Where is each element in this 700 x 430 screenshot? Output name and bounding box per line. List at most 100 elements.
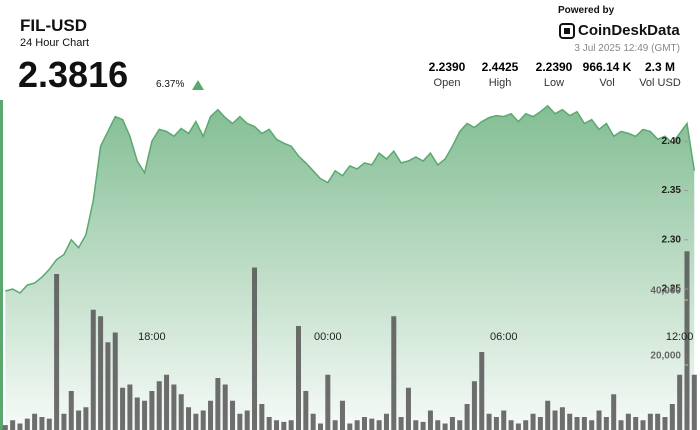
volume-bar: [339, 400, 345, 430]
volume-bar: [486, 413, 492, 430]
stat: 2.2390 Open: [417, 60, 477, 89]
stat-label: High: [488, 77, 512, 89]
volume-bar: [508, 420, 514, 430]
volume-bar: [171, 384, 177, 430]
volume-bar: [435, 420, 441, 430]
volume-bar: [149, 391, 155, 430]
volume-bar: [427, 410, 433, 430]
volume-bar: [105, 342, 111, 430]
volume-bar: [361, 417, 367, 430]
volume-bar: [559, 407, 565, 430]
volume-bar: [98, 316, 104, 430]
volume-bar: [655, 413, 661, 430]
volume-bar: [17, 423, 23, 430]
volume-bar: [222, 384, 228, 430]
price: 2.3816: [18, 54, 129, 95]
volume-bar: [288, 420, 294, 430]
volume-bar: [266, 417, 272, 430]
stat-label: Low: [543, 77, 565, 89]
powered-by: Powered by: [558, 5, 615, 16]
volume-bar: [398, 417, 404, 430]
volume-bar: [208, 400, 214, 430]
volume-bar: [603, 417, 609, 430]
stat-value: 2.2390: [428, 60, 466, 74]
stat: 2.2390 Low: [524, 60, 584, 89]
volume-bar: [259, 404, 265, 430]
volume-bar: [178, 394, 184, 430]
volume-bar: [545, 400, 551, 430]
volume-bar: [376, 420, 382, 430]
volume-bar: [354, 420, 360, 430]
stat-value: 2.3 M: [644, 60, 675, 74]
volume-bar: [90, 309, 96, 430]
brand-logo: [559, 23, 575, 39]
volume-bar: [193, 413, 199, 430]
y-tick-label: 20,000: [650, 351, 681, 362]
volume-bar: [83, 407, 89, 430]
volume-bar: [501, 410, 507, 430]
price-line: [5, 104, 696, 294]
stat-label: Vol: [599, 77, 615, 89]
subtitle: 24 Hour Chart: [20, 37, 90, 49]
volume-bar: [310, 413, 316, 430]
volume-bar: [230, 400, 236, 430]
volume-bar: [457, 420, 463, 430]
volume-bar: [54, 274, 60, 430]
volume-bar: [449, 417, 455, 430]
volume-bar: [303, 391, 309, 430]
volume-bar: [611, 394, 617, 430]
brand: CoinDeskData: [578, 22, 680, 39]
y-tick-label: 2.25: [662, 284, 682, 295]
volume-bar: [567, 413, 573, 430]
x-tick-label: 00:00: [314, 331, 342, 343]
y-tick-label: 2.30: [662, 234, 682, 245]
volume-bar: [296, 326, 301, 430]
volume-bar: [244, 410, 250, 430]
volume-bar: [369, 418, 375, 430]
volume-bar: [347, 423, 353, 430]
volume-bar: [471, 381, 477, 430]
volume-bar: [596, 410, 602, 430]
volume-bar: [515, 423, 521, 430]
volume-bar: [127, 384, 133, 430]
timestamp: 3 Jul 2025 12:49 (GMT): [574, 43, 680, 54]
volume-bar: [10, 420, 16, 430]
volume-bar: [420, 421, 426, 430]
volume-bar: [274, 420, 280, 430]
volume-bar: [625, 413, 631, 430]
volume-bar: [76, 410, 82, 430]
volume-bar: [442, 423, 448, 430]
volume-bar: [142, 400, 148, 430]
volume-bar: [120, 387, 126, 430]
stat: 2.3 M Vol USD: [630, 60, 690, 89]
stat: 2.4425 High: [470, 60, 530, 89]
volume-bar: [405, 387, 411, 430]
volume-bar: [186, 407, 192, 430]
volume-bar: [669, 404, 675, 430]
volume-bar: [479, 352, 485, 430]
volume-bar: [589, 420, 595, 430]
volume-bar: [32, 413, 38, 430]
volume-bar: [413, 420, 419, 430]
volume-bar: [647, 413, 653, 430]
stat-label: Open: [433, 77, 461, 89]
symbol: FIL-USD: [20, 16, 88, 35]
volume-bar: [464, 404, 470, 430]
x-tick-label: 12:00: [666, 331, 694, 343]
volume-bar: [2, 425, 8, 430]
y-tick-label: 40,000: [650, 286, 681, 297]
volume-bar: [68, 391, 74, 430]
volume-bar: [332, 420, 338, 430]
volume-bar: [618, 420, 624, 430]
side-stripe: [0, 100, 3, 430]
volume-bar: [281, 421, 287, 430]
volume-bar: [200, 410, 206, 430]
volume-bar: [156, 381, 162, 430]
y-tick-label: 2.40: [662, 136, 682, 147]
volume-bar: [325, 374, 331, 430]
volume-bar: [530, 413, 536, 430]
volume-bar: [24, 418, 30, 430]
volume-bar: [493, 417, 499, 430]
volume-bar: [662, 417, 668, 430]
